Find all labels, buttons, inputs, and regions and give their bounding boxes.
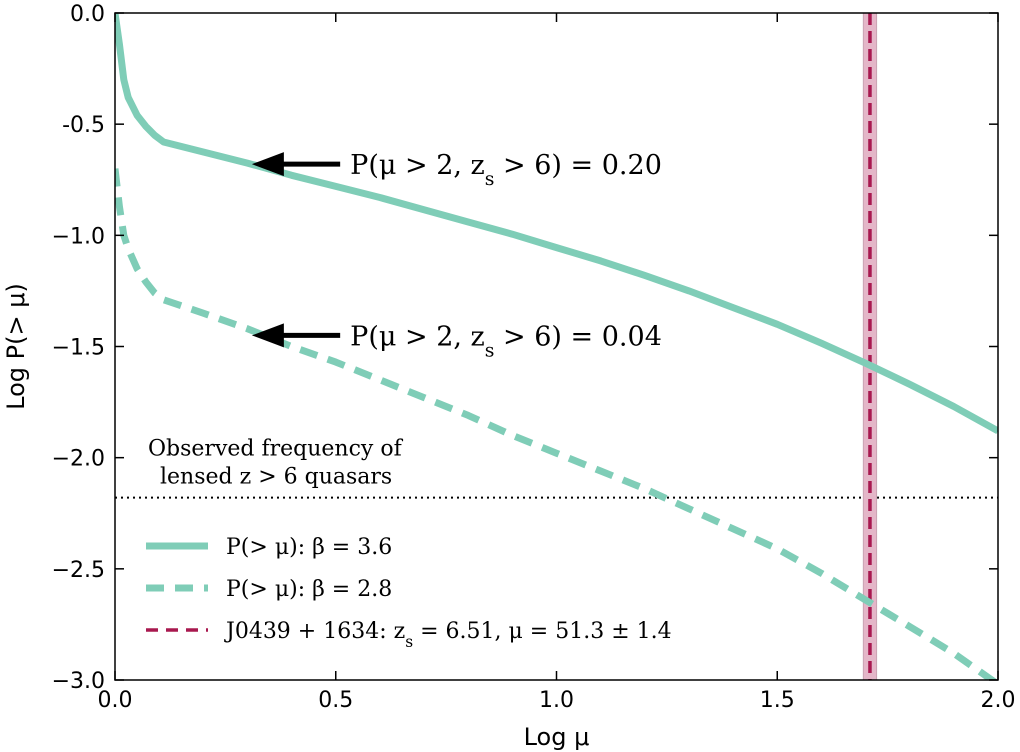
legend-label: P(> μ): β = 2.8 [226,577,392,602]
x-tick-label: 0.5 [318,688,353,713]
x-tick-label: 1.0 [539,688,574,713]
x-tick-label: 1.5 [760,688,795,713]
x-tick-label: 0.0 [98,688,133,713]
series-line-beta-2-8 [115,168,998,680]
annotations: P(μ > 2, zs > 6) = 0.20 P(μ > 2, zs > 6) … [148,150,662,490]
legend-label: P(> μ): β = 3.6 [226,535,392,560]
legend-label: J0439 + 1634: zs = 6.51, μ = 51.3 ± 1.4 [224,619,672,651]
y-tick-label: −1.5 [52,336,105,361]
annotation-prob-beta-3-6: P(μ > 2, zs > 6) = 0.20 [350,150,662,190]
y-tick-label: 0.0 [70,2,105,27]
plot-content [115,13,998,680]
plot-area [115,13,998,680]
y-tick-label: −3.0 [52,669,105,694]
series-line-beta-3-6 [115,13,998,435]
annotation-arrow-head [251,323,284,348]
y-tick-label: -0.5 [62,113,105,138]
y-tick-label: −2.5 [52,558,105,583]
y-tick-label: −2.0 [52,447,105,472]
observed-frequency-label-line2: lensed z > 6 quasars [160,465,392,490]
annotation-prob-beta-2-8: P(μ > 2, zs > 6) = 0.04 [350,321,662,361]
axis-ticks: 0.0 0.5 1.0 1.5 2.0 0.0 -0.5 −1.0 −1.5 −2.0 −2.5 −3… [52,2,1016,713]
y-tick-label: −1.0 [52,224,105,249]
x-axis-label: Log μ [524,723,590,751]
legend: P(> μ): β = 3.6 P(> μ): β = 2.8 J0439 + 16… [146,535,672,651]
observed-frequency-label-line1: Observed frequency of [148,437,404,462]
y-axis-label: Log P(> μ) [2,283,30,410]
annotation-arrow-head [251,152,284,177]
x-tick-label: 2.0 [981,688,1016,713]
